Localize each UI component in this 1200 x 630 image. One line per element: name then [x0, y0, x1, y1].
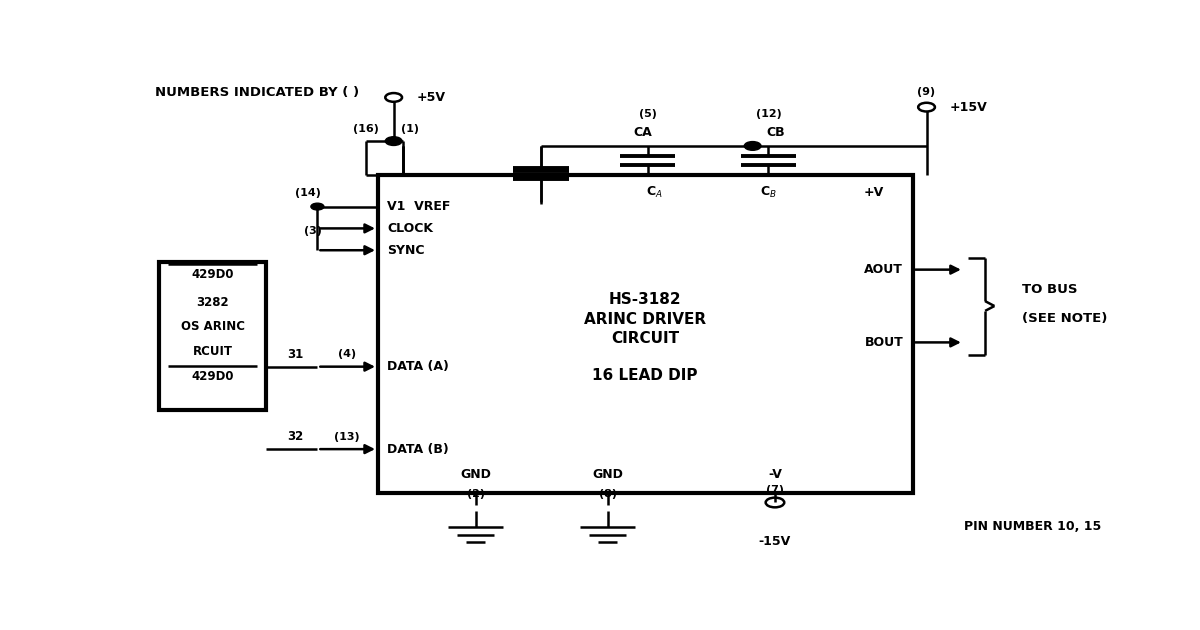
- Text: 32: 32: [287, 430, 304, 443]
- Text: RCUIT: RCUIT: [193, 345, 233, 358]
- Text: (3): (3): [304, 226, 322, 236]
- Text: OS ARINC: OS ARINC: [181, 321, 245, 333]
- Circle shape: [311, 203, 324, 210]
- Text: CA: CA: [634, 126, 653, 139]
- Text: -15V: -15V: [758, 535, 791, 548]
- Text: BOUT: BOUT: [864, 336, 904, 349]
- Text: +5V: +5V: [416, 91, 446, 104]
- Text: C$_A$: C$_A$: [646, 185, 662, 200]
- Text: TO BUS: TO BUS: [1022, 282, 1078, 295]
- Text: ARINC DRIVER: ARINC DRIVER: [584, 312, 707, 327]
- Text: (16): (16): [353, 124, 379, 134]
- Text: 429D0: 429D0: [192, 268, 234, 281]
- Text: GND: GND: [460, 468, 491, 481]
- Text: C$_B$: C$_B$: [760, 185, 776, 200]
- Text: (8): (8): [599, 490, 617, 499]
- Text: CIRCUIT: CIRCUIT: [611, 331, 679, 346]
- Text: -V: -V: [768, 468, 782, 481]
- Text: V1  VREF: V1 VREF: [388, 200, 450, 213]
- Text: (1): (1): [402, 124, 420, 134]
- Text: HS-3182: HS-3182: [608, 292, 682, 307]
- Circle shape: [744, 142, 761, 151]
- Text: (7): (7): [766, 485, 784, 495]
- Text: (2): (2): [467, 490, 485, 499]
- Text: GND: GND: [592, 468, 623, 481]
- Text: DATA (B): DATA (B): [388, 443, 449, 455]
- Text: DATA (A): DATA (A): [388, 360, 449, 373]
- Text: (14): (14): [295, 188, 322, 198]
- Text: CB: CB: [767, 126, 785, 139]
- Circle shape: [385, 137, 402, 146]
- Text: 31: 31: [287, 348, 304, 360]
- Bar: [160, 262, 266, 410]
- Text: 429D0: 429D0: [192, 370, 234, 383]
- Text: SYNC: SYNC: [388, 244, 425, 257]
- Text: 16 LEAD DIP: 16 LEAD DIP: [593, 368, 698, 382]
- Text: +15V: +15V: [950, 101, 988, 113]
- Text: (SEE NOTE): (SEE NOTE): [1022, 312, 1108, 324]
- Text: 3282: 3282: [197, 296, 229, 309]
- Bar: [378, 175, 913, 493]
- Text: (4): (4): [338, 349, 356, 359]
- Text: NUMBERS INDICATED BY ( ): NUMBERS INDICATED BY ( ): [155, 86, 359, 99]
- Text: +V: +V: [864, 185, 883, 198]
- Text: (12): (12): [756, 110, 781, 120]
- Text: (13): (13): [335, 432, 360, 442]
- Text: (5): (5): [638, 110, 656, 120]
- Text: PIN NUMBER 10, 15: PIN NUMBER 10, 15: [964, 520, 1102, 533]
- Text: AOUT: AOUT: [864, 263, 904, 276]
- Text: (9): (9): [918, 86, 936, 96]
- Text: CLOCK: CLOCK: [388, 222, 433, 235]
